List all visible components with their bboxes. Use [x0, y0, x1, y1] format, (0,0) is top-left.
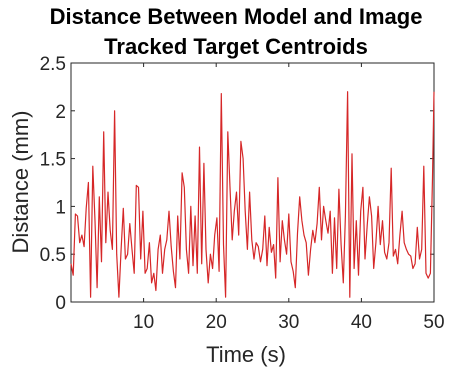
- plot-area-frame: [70, 62, 435, 303]
- y-axis-label: Distance (mm): [8, 110, 33, 253]
- y-tick-label: 0.5: [40, 245, 66, 266]
- x-axis-ticks: 10 20 30 40 50: [133, 63, 445, 333]
- x-axis-label: Time (s): [206, 342, 286, 367]
- y-axis-ticks: 0 0.5 1 1.5 2 2.5: [40, 54, 434, 314]
- chart-title-line-2: Tracked Target Centroids: [104, 34, 368, 59]
- y-tick-label: 0: [55, 293, 66, 314]
- y-tick-label: 1: [55, 197, 66, 218]
- y-tick-label: 2.5: [40, 54, 66, 75]
- x-tick-label: 20: [206, 312, 227, 333]
- x-tick-label: 50: [423, 312, 444, 333]
- y-tick-label: 2: [55, 102, 66, 123]
- x-tick-label: 30: [278, 312, 299, 333]
- chart-title-line-1: Distance Between Model and Image: [50, 4, 423, 29]
- x-tick-label: 10: [133, 312, 154, 333]
- distance-series-line: [70, 91, 435, 298]
- x-tick-label: 40: [351, 312, 372, 333]
- y-tick-label: 1.5: [40, 150, 66, 171]
